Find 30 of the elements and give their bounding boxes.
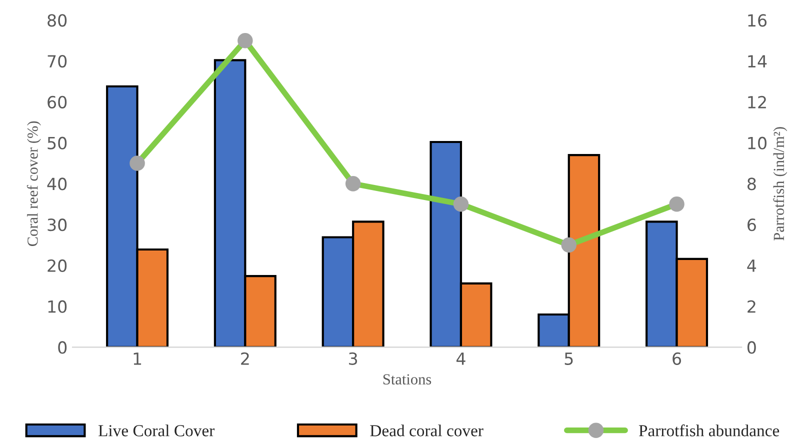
legend-label: Dead coral cover [370, 424, 484, 436]
y2-tick-label: 14 [748, 55, 767, 68]
y-axis-title: Coral reef cover (%) [26, 121, 41, 246]
x-tick-label: 4 [456, 352, 466, 365]
y2-tick-label: 2 [748, 300, 756, 313]
y-tick-label: 40 [47, 178, 67, 190]
y2-axis-title: Parrotfish (ind/m²) [773, 127, 788, 240]
y-tick-label: 80 [48, 14, 67, 27]
y-tick-label: 50 [48, 136, 67, 150]
x-tick-label: 6 [672, 352, 682, 365]
y2-tick-label: 12 [748, 96, 766, 108]
y-tick-label: 20 [48, 259, 67, 272]
y2-tick-label: 8 [748, 178, 756, 190]
legend-label: Parrotfish abundance [638, 424, 780, 436]
y-tick-label: 0 [58, 341, 67, 354]
y2-tick-label: 4 [747, 260, 756, 272]
y-tick-label: 70 [48, 55, 67, 68]
y-tick-label: 30 [48, 218, 67, 232]
x-tick-label: 3 [349, 352, 358, 365]
y2-tick-label: 16 [748, 14, 767, 27]
y-tick-label: 10 [48, 300, 67, 313]
x-tick-label: 2 [241, 352, 249, 365]
y-tick-label: 60 [48, 96, 67, 108]
x-tick-label: 1 [134, 352, 142, 365]
y2-tick-label: 0 [747, 341, 756, 354]
x-tick-label: 5 [564, 352, 573, 365]
y2-tick-label: 10 [748, 136, 766, 150]
y2-tick-label: 6 [748, 218, 756, 232]
legend-label: Live Coral Cover [98, 424, 215, 436]
x-axis-title: Stations [383, 374, 432, 384]
